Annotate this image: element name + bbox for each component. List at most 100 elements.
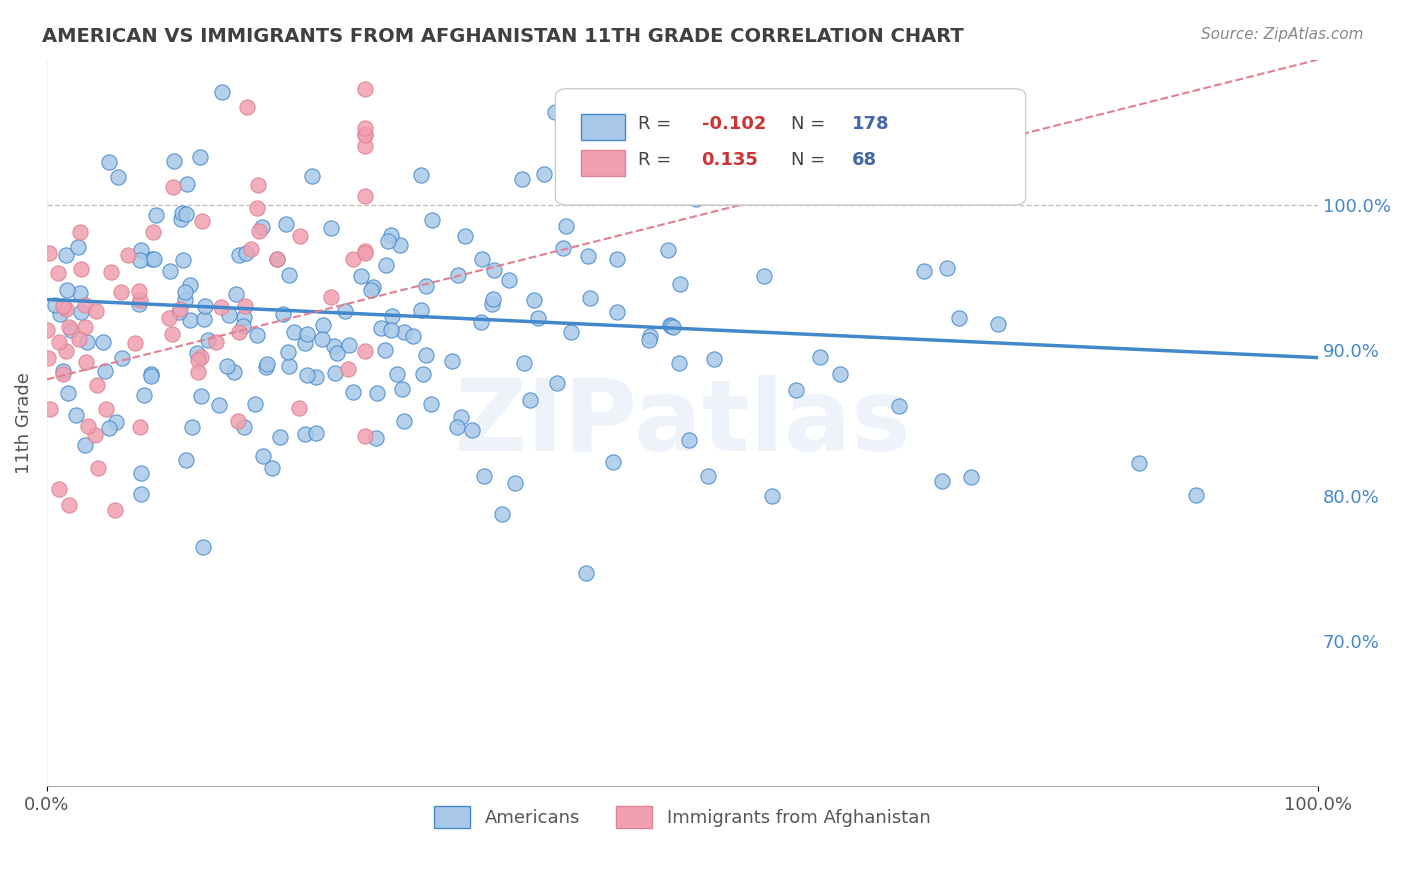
Point: [186, 345, 208, 359]
Point: [93, 364, 115, 378]
FancyBboxPatch shape: [581, 114, 626, 139]
Point: [52, 364, 75, 378]
Point: [271, 307, 294, 321]
Point: [52, 299, 75, 313]
Point: [370, 321, 392, 335]
Point: [387, 368, 409, 382]
Point: [446, 420, 468, 434]
Point: [519, 393, 541, 408]
Point: [415, 278, 437, 293]
Point: [86, 377, 108, 392]
Point: [342, 252, 364, 266]
Text: 68: 68: [852, 151, 877, 169]
Point: [73, 298, 96, 312]
Point: [948, 310, 970, 325]
Point: [162, 326, 184, 341]
Point: [163, 154, 186, 169]
Point: [129, 466, 152, 480]
Point: [77, 419, 100, 434]
Point: [678, 433, 700, 447]
Legend: Americans, Immigrants from Afghanistan: Americans, Immigrants from Afghanistan: [427, 799, 938, 836]
Point: [491, 507, 513, 521]
Point: [960, 470, 983, 484]
Point: [546, 376, 568, 390]
Point: [208, 398, 231, 412]
Point: [543, 105, 565, 120]
Point: [752, 268, 775, 283]
Point: [415, 348, 437, 362]
Point: [172, 253, 194, 268]
Point: [266, 252, 288, 267]
Point: [560, 325, 582, 339]
Point: [498, 273, 520, 287]
Point: [173, 293, 195, 307]
Point: [145, 208, 167, 222]
Point: [305, 426, 328, 441]
Point: [69, 285, 91, 300]
Point: [311, 332, 333, 346]
Point: [174, 452, 197, 467]
Point: [94, 401, 117, 416]
Point: [513, 356, 536, 370]
Point: [75, 438, 97, 452]
Point: [454, 229, 477, 244]
Point: [658, 318, 681, 332]
Point: [931, 474, 953, 488]
Point: [808, 351, 831, 365]
Point: [107, 170, 129, 185]
Point: [197, 333, 219, 347]
Point: [294, 335, 316, 350]
Point: [394, 415, 416, 429]
Point: [323, 339, 346, 353]
Point: [889, 399, 911, 413]
Point: [162, 180, 184, 194]
Point: [98, 421, 121, 435]
Point: [364, 431, 387, 445]
Point: [412, 367, 434, 381]
Point: [131, 487, 153, 501]
Point: [228, 326, 250, 340]
Point: [141, 252, 163, 266]
Point: [65, 408, 87, 422]
Y-axis label: 11th Grade: 11th Grade: [15, 372, 32, 474]
Point: [380, 323, 402, 337]
Point: [392, 325, 415, 339]
Point: [337, 338, 360, 352]
Point: [232, 319, 254, 334]
Point: [179, 312, 201, 326]
Point: [167, 305, 190, 319]
Point: [188, 150, 211, 164]
Point: [482, 263, 505, 277]
Text: Source: ZipAtlas.com: Source: ZipAtlas.com: [1201, 27, 1364, 42]
Point: [104, 502, 127, 516]
Point: [761, 489, 783, 503]
Point: [190, 389, 212, 403]
Point: [129, 243, 152, 257]
Point: [527, 310, 550, 325]
Point: [190, 351, 212, 365]
Point: [250, 220, 273, 235]
Point: [374, 343, 396, 357]
Point: [685, 192, 707, 206]
Point: [129, 293, 152, 307]
Point: [637, 333, 659, 347]
Point: [402, 329, 425, 343]
Point: [211, 85, 233, 99]
Point: [278, 268, 301, 283]
Point: [254, 359, 277, 374]
Point: [1185, 488, 1208, 502]
Point: [56, 283, 79, 297]
Point: [67, 332, 90, 346]
Point: [575, 566, 598, 580]
Point: [503, 475, 526, 490]
Point: [233, 299, 256, 313]
Point: [224, 365, 246, 379]
Point: [669, 277, 692, 291]
Point: [46, 266, 69, 280]
Point: [176, 177, 198, 191]
Point: [554, 219, 576, 233]
Point: [828, 368, 851, 382]
Point: [124, 335, 146, 350]
Point: [38, 246, 60, 260]
Point: [319, 290, 342, 304]
